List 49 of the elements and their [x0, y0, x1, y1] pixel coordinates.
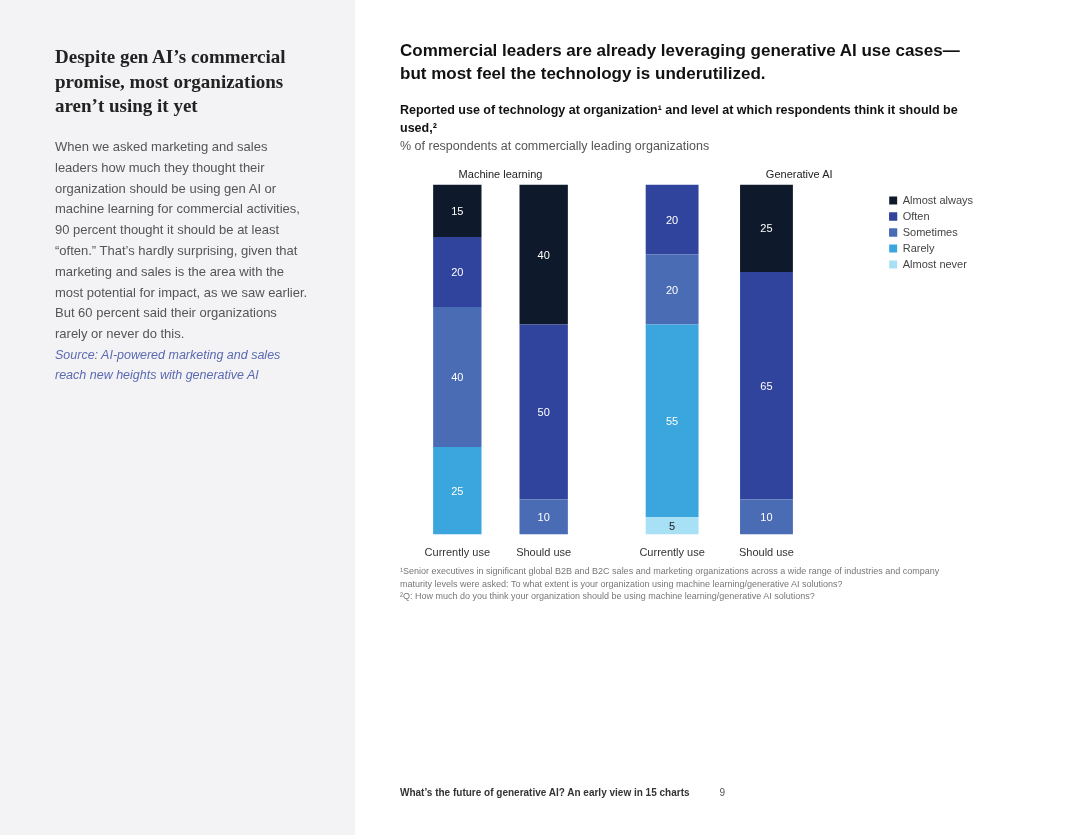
- bar: [740, 499, 793, 535]
- data-label: 20: [666, 283, 679, 296]
- text: When we asked marketing and sales leaders how much they thought their organization should be using gen AI or machine learning for commercial activities, 90 percent thought it should be at least “often.” That’s hardly surprising, given that marketing and sales is the area with the most potential for impact, as we saw earlier. But 60 percent said their organizations rarely or never do this.: [55, 139, 308, 342]
- data-label: 5: [669, 520, 676, 533]
- bar: [519, 499, 568, 535]
- data-label: 65: [760, 380, 773, 393]
- data-label: 10: [537, 511, 550, 524]
- legend-label: Almost always: [902, 194, 973, 207]
- data-label: 50: [537, 406, 550, 419]
- data-label: 40: [451, 371, 464, 384]
- bar: [519, 324, 568, 500]
- data-label: 25: [760, 222, 773, 235]
- data-label: 20: [451, 266, 464, 279]
- bar: [433, 447, 482, 535]
- chart-title: Machine learning: [458, 167, 543, 180]
- data-label: 25: [451, 485, 464, 498]
- bar: [645, 517, 699, 535]
- bar: [433, 184, 482, 238]
- data-label: 10: [760, 511, 773, 524]
- bar: [433, 237, 482, 308]
- x-tick-label: Should use: [516, 545, 572, 558]
- legend-label: Almost never: [902, 258, 967, 271]
- data-label: 15: [451, 205, 464, 218]
- bar: [645, 254, 699, 325]
- chart-title: Generative AI: [765, 167, 833, 180]
- x-tick-label: Should use: [738, 545, 794, 558]
- bar: [433, 307, 482, 448]
- bar: [519, 184, 568, 325]
- data-label: 40: [537, 248, 550, 261]
- text: 9: [719, 786, 726, 798]
- bar: [740, 184, 793, 273]
- text: Reported use of technology at organization¹ and level at which respondents think it should be used,²: [400, 101, 959, 137]
- data-label: 55: [666, 415, 679, 428]
- bar: [645, 184, 699, 255]
- text: % of respondents at commercially leading organizations: [400, 137, 711, 155]
- text: What’s the future of generative AI? An early view in 15 charts: [400, 786, 690, 798]
- legend-label: Sometimes: [902, 226, 958, 239]
- data-label: 20: [666, 213, 679, 226]
- text: Despite gen AI’s commercial promise, most organizations aren’t using it yet: [55, 45, 287, 119]
- text: ¹Senior executives in significant global B2B and B2C sales and marketing organizations across a wide range of industries and company maturity levels were asked: To what extent is your organization using machine learning/generative AI solutions?: [400, 566, 940, 589]
- text: Commercial leaders are already leveraging generative AI use cases—but most feel the technology is underutilized.: [400, 40, 961, 85]
- bar: [740, 272, 793, 500]
- bar: [645, 324, 699, 518]
- x-tick-label: Currently use: [639, 545, 705, 558]
- x-tick-label: Currently use: [424, 545, 491, 558]
- source-note: Source: AI-powered marketing and sales reach new heights with generative AI: [55, 347, 282, 385]
- legend-label: Rarely: [902, 242, 935, 255]
- text: ²Q: How much do you think your organization should be using machine learning/generative AI solutions?: [400, 590, 815, 601]
- legend-label: Often: [902, 210, 930, 223]
